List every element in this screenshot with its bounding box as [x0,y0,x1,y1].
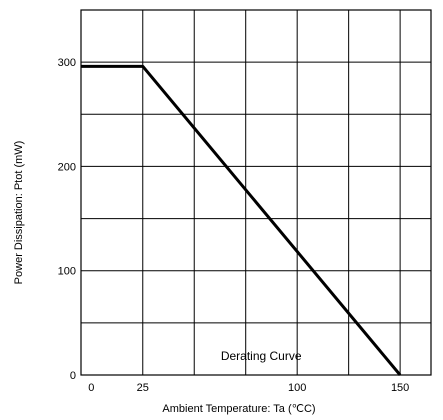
derating-curve-line [81,64,402,376]
derating-curve-label: Derating Curve [221,349,302,363]
series-layer [81,64,402,376]
x-tick-label: 150 [391,382,409,394]
x-tick-labels: 0 25 100 150 [88,382,409,394]
y-tick-label: 0 [70,370,76,382]
y-tick-label: 100 [58,266,76,278]
grid [81,10,431,375]
x-tick-label: 0 [88,382,94,394]
plot-frame [80,9,432,376]
y-axis-title: Power Dissipation: Ptot (mW) [13,141,25,285]
y-tick-label: 200 [58,161,76,173]
y-tick-label: 300 [58,57,76,69]
y-tick-labels: 0 100 200 300 [58,57,76,382]
annotations: Derating Curve [221,349,302,363]
x-axis-title: Ambient Temperature: Ta (℃C) [162,403,315,415]
x-tick-label: 100 [288,382,306,394]
x-tick-label: 25 [137,382,149,394]
